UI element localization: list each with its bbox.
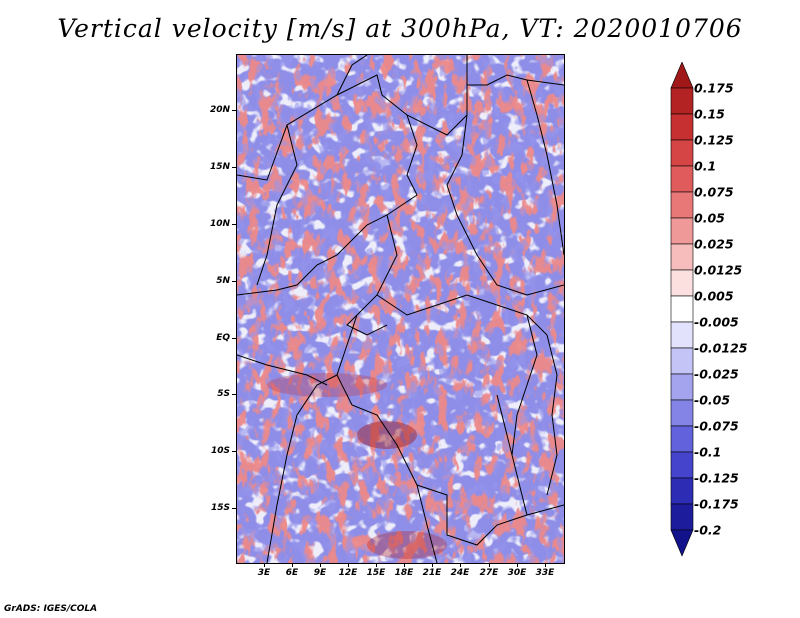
lon-tick xyxy=(517,563,518,567)
colorbar-segment xyxy=(670,529,694,557)
colorbar-segment xyxy=(670,269,694,297)
lon-label-12e: 12E xyxy=(338,568,358,578)
lon-label-15e: 15E xyxy=(366,568,386,578)
colorbar-level-label: -0.175 xyxy=(694,496,739,512)
lat-label-eq: EQ xyxy=(216,333,230,343)
colorbar-segment xyxy=(670,191,694,219)
lon-tick xyxy=(460,563,461,567)
country-borders xyxy=(237,55,564,563)
colorbar-level-label: -0.125 xyxy=(694,470,739,486)
lon-tick xyxy=(545,563,546,567)
lat-label-10n: 10N xyxy=(209,219,230,229)
colorbar-segment xyxy=(670,503,694,531)
lat-label-10s: 10S xyxy=(210,446,230,456)
colorbar xyxy=(670,62,694,557)
lat-tick xyxy=(232,394,236,395)
map-title: Vertical velocity [m/s] at 300hPa, VT: 2… xyxy=(57,14,743,43)
colorbar-segment xyxy=(670,321,694,349)
colorbar-segment xyxy=(670,217,694,245)
colorbar-level-label: -0.005 xyxy=(694,314,739,330)
colorbar-level-label: 0.025 xyxy=(694,236,734,252)
lon-label-30e: 30E xyxy=(507,568,527,578)
colorbar-level-label: -0.0125 xyxy=(694,340,748,356)
lat-label-5s: 5S xyxy=(217,389,230,399)
lat-tick xyxy=(232,281,236,282)
lon-tick xyxy=(292,563,293,567)
lat-tick xyxy=(232,508,236,509)
colorbar-segment xyxy=(670,477,694,505)
colorbar-segment xyxy=(670,113,694,141)
lon-tick xyxy=(348,563,349,567)
lat-label-20n: 20N xyxy=(209,105,230,115)
lat-label-5n: 5N xyxy=(216,276,230,286)
colorbar-level-label: -0.2 xyxy=(694,522,722,538)
lon-label-24e: 24E xyxy=(450,568,470,578)
lon-label-3e: 3E xyxy=(257,568,271,578)
colorbar-level-label: 0.005 xyxy=(694,288,734,304)
colorbar-segment xyxy=(670,425,694,453)
lon-label-6e: 6E xyxy=(285,568,299,578)
lon-label-18e: 18E xyxy=(394,568,414,578)
velocity-map-panel[interactable] xyxy=(236,54,565,564)
lat-tick xyxy=(232,167,236,168)
colorbar-segment xyxy=(670,62,694,89)
colorbar-level-label: -0.075 xyxy=(694,418,739,434)
lon-tick xyxy=(432,563,433,567)
lon-label-9e: 9E xyxy=(313,568,327,578)
lon-tick xyxy=(404,563,405,567)
lat-label-15s: 15S xyxy=(210,503,230,513)
colorbar-level-label: 0.075 xyxy=(694,184,734,200)
colorbar-level-label: -0.025 xyxy=(694,366,739,382)
lon-tick xyxy=(489,563,490,567)
lat-tick xyxy=(232,224,236,225)
colorbar-level-label: 0.125 xyxy=(694,132,734,148)
lat-tick xyxy=(232,338,236,339)
lat-label-15n: 15N xyxy=(209,162,230,172)
lon-label-33e: 33E xyxy=(535,568,555,578)
velocity-field xyxy=(237,55,564,563)
colorbar-level-label: 0.05 xyxy=(694,210,725,226)
lon-label-21e: 21E xyxy=(422,568,442,578)
colorbar-segment xyxy=(670,451,694,479)
lat-tick xyxy=(232,451,236,452)
colorbar-level-label: 0.15 xyxy=(694,106,725,122)
colorbar-level-label: -0.05 xyxy=(694,392,731,408)
lat-tick xyxy=(232,110,236,111)
colorbar-level-label: -0.1 xyxy=(694,444,722,460)
colorbar-level-label: 0.175 xyxy=(694,80,734,96)
colorbar-segment xyxy=(670,347,694,375)
colorbar-segment xyxy=(670,243,694,271)
colorbar-segment xyxy=(670,165,694,193)
lon-tick xyxy=(376,563,377,567)
colorbar-segment xyxy=(670,399,694,427)
lon-tick xyxy=(320,563,321,567)
lon-tick xyxy=(264,563,265,567)
lon-label-27e: 27E xyxy=(479,568,499,578)
colorbar-level-label: 0.0125 xyxy=(694,262,743,278)
colorbar-level-label: 0.1 xyxy=(694,158,717,174)
colorbar-segment xyxy=(670,87,694,115)
colorbar-segment xyxy=(670,295,694,323)
colorbar-segment xyxy=(670,373,694,401)
colorbar-segment xyxy=(670,139,694,167)
grads-credit: GrADS: IGES/COLA xyxy=(4,604,98,614)
